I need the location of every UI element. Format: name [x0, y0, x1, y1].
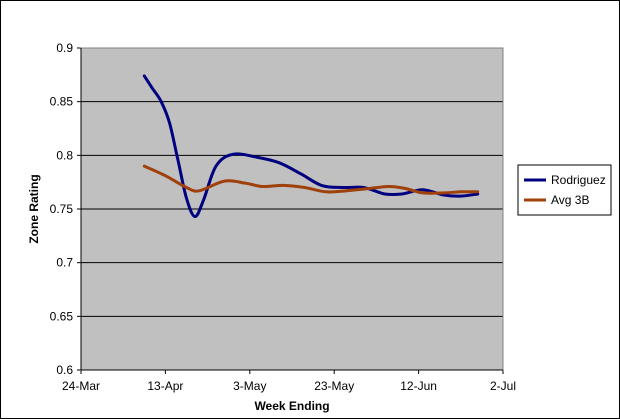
- x-tick-label: 12-Jun: [400, 379, 437, 393]
- x-tick-label: 3-May: [233, 379, 266, 393]
- series-line-avg-3b: [142, 164, 480, 195]
- y-tick-label: 0.8: [56, 148, 73, 162]
- x-tick-label: 24-Mar: [62, 379, 100, 393]
- x-tick-label: 2-Jul: [490, 379, 516, 393]
- legend-label-avg-3b: Avg 3B: [551, 193, 589, 207]
- y-tick-label: 0.6: [56, 363, 73, 377]
- axes: [77, 47, 504, 374]
- y-tick-labels: 0.6 0.65 0.7 0.75 0.8 0.85 0.9: [50, 41, 74, 377]
- series-lines: [142, 74, 480, 218]
- y-tick-label: 0.85: [50, 95, 74, 109]
- y-tick-label: 0.9: [56, 41, 73, 55]
- legend-box: [517, 164, 612, 216]
- y-axis-title: Zone Rating: [27, 174, 41, 243]
- legend-label-rodriguez: Rodriguez: [551, 173, 606, 187]
- x-tick-label: 13-Apr: [147, 379, 183, 393]
- x-axis-title: Week Ending: [254, 399, 329, 413]
- legend: Rodriguez Avg 3B: [517, 164, 612, 216]
- y-tick-label: 0.7: [56, 256, 73, 270]
- y-tick-label: 0.75: [50, 202, 74, 216]
- x-tick-labels: 24-Mar 13-Apr 3-May 23-May 12-Jun 2-Jul: [62, 379, 516, 393]
- x-tick-label: 23-May: [314, 379, 354, 393]
- y-tick-label: 0.65: [50, 309, 74, 323]
